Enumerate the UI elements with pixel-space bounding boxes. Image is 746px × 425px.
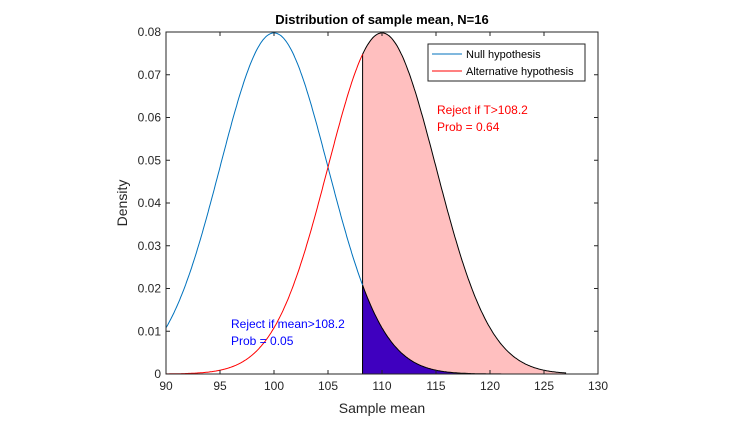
- x-tick-label: 125: [534, 379, 554, 393]
- y-tick-label: 0.03: [138, 239, 162, 253]
- chart-title: Distribution of sample mean, N=16: [275, 12, 488, 27]
- y-tick-label: 0.06: [138, 111, 162, 125]
- legend-box: [427, 43, 586, 82]
- annotation-alt-line1: Reject if T>108.2: [437, 103, 528, 117]
- y-tick-label: 0.04: [138, 196, 162, 210]
- shaded-region-alternative: [362, 32, 567, 375]
- y-tick-label: 0.08: [138, 25, 162, 39]
- x-tick-label: 100: [264, 379, 284, 393]
- y-tick-label: 0.01: [138, 324, 162, 338]
- series-line-alternative: [166, 54, 364, 375]
- shaded-regions: [362, 32, 567, 375]
- y-tick-label: 0.07: [138, 68, 162, 82]
- annotation-null-line1: Reject if mean>108.2: [231, 317, 345, 331]
- x-tick-label: 130: [588, 379, 608, 393]
- x-axis: 90 95 100 105 110 115 120 125 130: [159, 32, 608, 393]
- annotation-alt-line2: Prob = 0.64: [437, 120, 500, 134]
- legend-alt-label: Alternative hypothesis: [466, 66, 574, 78]
- x-axis-label: Sample mean: [339, 400, 425, 416]
- legend-null-label: Null hypothesis: [466, 49, 541, 61]
- x-tick-label: 95: [213, 379, 227, 393]
- x-tick-label: 90: [159, 379, 173, 393]
- legend: Null hypothesis Alternative hypothesis: [427, 43, 586, 82]
- x-tick-label: 105: [318, 379, 338, 393]
- x-tick-label: 115: [426, 379, 445, 393]
- y-axis: 0 0.01 0.02 0.03 0.04 0.05 0.06 0.07 0.08: [138, 25, 598, 381]
- x-tick-label: 120: [480, 379, 500, 393]
- series-line-null: [165, 32, 364, 329]
- y-axis-label: Density: [114, 180, 130, 227]
- annotation-null-line2: Prob = 0.05: [231, 334, 294, 348]
- y-tick-label: 0: [154, 367, 161, 381]
- y-tick-label: 0.02: [138, 282, 162, 296]
- x-tick-label: 110: [372, 379, 391, 393]
- series-lines: [165, 32, 364, 375]
- y-tick-label: 0.05: [138, 153, 162, 167]
